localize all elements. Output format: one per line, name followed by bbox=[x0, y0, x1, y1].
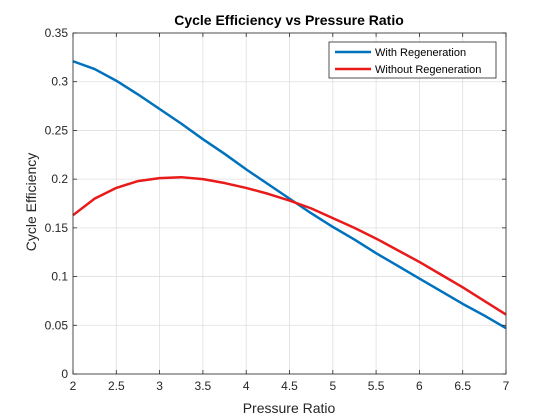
series-lines bbox=[72, 60, 507, 330]
x-tick-labels: 2 2.5 3 3.5 4 4.5 5 5.5 6 6.5 7 bbox=[70, 379, 510, 393]
x-tick-label: 2.5 bbox=[108, 379, 125, 393]
x-tick-label: 6.5 bbox=[454, 379, 471, 393]
x-tick-label: 5 bbox=[329, 379, 336, 393]
chart-title: Cycle Efficiency vs Pressure Ratio bbox=[174, 12, 404, 28]
y-tick-label: 0 bbox=[61, 367, 68, 381]
y-tick-label: 0.05 bbox=[45, 318, 69, 332]
plot-area bbox=[72, 32, 507, 375]
x-tick-label: 3 bbox=[156, 379, 163, 393]
series-line-without-regeneration bbox=[72, 175, 507, 316]
y-tick-label: 0.35 bbox=[45, 26, 69, 40]
y-tick-label: 0.3 bbox=[51, 75, 68, 89]
x-tick-label: 4 bbox=[243, 379, 250, 393]
y-tick-label: 0.25 bbox=[45, 123, 69, 137]
x-tick-label: 4.5 bbox=[281, 379, 298, 393]
y-tick-labels: 0 0.05 0.1 0.15 0.2 0.25 0.3 0.35 bbox=[45, 26, 69, 381]
legend-box bbox=[328, 41, 497, 79]
x-tick-label: 7 bbox=[503, 379, 510, 393]
legend-label-without-regeneration: Without Regeneration bbox=[375, 64, 481, 76]
legend-label-with-regeneration: With Regeneration bbox=[375, 47, 466, 59]
tick-marks bbox=[72, 32, 507, 375]
y-axis-label: Cycle Efficiency bbox=[23, 153, 39, 252]
y-tick-label: 0.15 bbox=[45, 221, 69, 235]
x-tick-label: 3.5 bbox=[195, 379, 212, 393]
x-tick-label: 5.5 bbox=[368, 379, 385, 393]
y-tick-label: 0.2 bbox=[51, 172, 68, 186]
y-tick-label: 0.1 bbox=[51, 270, 68, 284]
legend: With Regeneration Without Regeneration bbox=[328, 41, 497, 79]
x-tick-label: 6 bbox=[416, 379, 423, 393]
x-tick-label: 2 bbox=[70, 379, 77, 393]
x-axis-label: Pressure Ratio bbox=[243, 400, 336, 416]
series-line-with-regeneration bbox=[72, 60, 507, 330]
